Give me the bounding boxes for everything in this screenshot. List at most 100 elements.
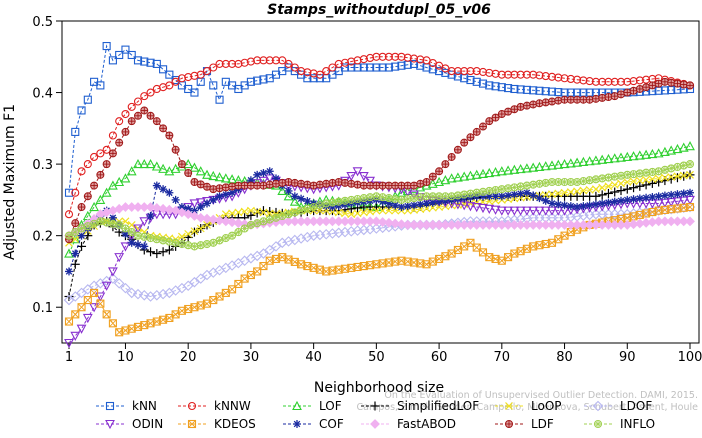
data-point-marker (510, 84, 519, 94)
data-point-marker (359, 55, 368, 64)
data-point-marker (622, 184, 632, 194)
data-point-marker (253, 207, 262, 216)
data-point-marker (64, 231, 74, 240)
data-point-marker (295, 233, 307, 244)
data-point-marker (121, 217, 130, 226)
data-point-marker (270, 241, 282, 252)
data-point-marker (585, 95, 594, 104)
data-point-marker (246, 210, 256, 220)
data-point-marker (203, 199, 211, 208)
data-point-marker (127, 221, 136, 229)
data-point-marker (672, 173, 682, 183)
data-point-marker (390, 218, 401, 229)
data-point-marker (410, 201, 418, 210)
data-point-marker (177, 160, 186, 169)
legend-label: KDEOS (214, 417, 256, 431)
data-point-marker (293, 420, 301, 428)
data-point-marker (370, 419, 380, 429)
x-tick-label: 20 (180, 350, 197, 365)
data-point-marker (347, 57, 356, 66)
data-point-marker (145, 291, 156, 302)
data-point-marker (253, 56, 262, 65)
data-point-marker (466, 133, 475, 142)
data-point-marker (547, 160, 557, 170)
data-point-marker (132, 288, 144, 300)
data-point-marker (548, 199, 556, 208)
data-point-marker (579, 95, 588, 104)
data-point-marker (240, 224, 249, 233)
data-point-marker (573, 177, 582, 187)
data-point-marker (547, 87, 557, 96)
data-point-marker (265, 209, 274, 218)
data-point-marker (554, 189, 563, 198)
x-axis-label: Neighborhood size (314, 380, 444, 396)
data-point-marker (309, 69, 318, 78)
data-point-marker (77, 241, 87, 251)
data-point-marker (497, 70, 506, 79)
data-point-marker (209, 238, 218, 247)
data-point-marker (572, 157, 583, 167)
data-point-marker (246, 57, 255, 66)
data-point-marker (171, 238, 180, 247)
data-point-marker (446, 173, 457, 183)
data-point-marker (372, 52, 381, 61)
data-point-marker (215, 59, 224, 68)
data-point-marker (95, 194, 106, 204)
data-point-marker (208, 170, 219, 181)
data-point-marker (359, 208, 368, 217)
data-point-marker (460, 190, 469, 199)
data-point-marker (195, 273, 207, 284)
data-point-marker (77, 106, 86, 115)
data-point-marker (297, 194, 306, 203)
data-point-marker (447, 192, 456, 201)
data-point-marker (604, 77, 613, 86)
data-point-marker (541, 87, 550, 96)
data-point-marker (177, 239, 186, 249)
data-point-marker (258, 176, 269, 186)
data-point-marker (189, 199, 200, 209)
data-point-marker (540, 161, 551, 171)
x-tick-label: 10 (117, 350, 134, 365)
data-point-marker (459, 171, 470, 181)
data-point-marker (610, 197, 619, 206)
data-point-marker (77, 203, 86, 212)
x-tick-label: 60 (431, 350, 448, 365)
x-tick-label: 70 (494, 350, 511, 365)
data-point-marker (654, 174, 663, 183)
data-point-marker (597, 154, 608, 164)
data-point-marker (96, 149, 105, 158)
data-point-marker (234, 228, 243, 237)
data-point-marker (353, 56, 362, 65)
data-point-marker (478, 79, 488, 88)
data-point-marker (90, 288, 99, 297)
data-point-marker (598, 183, 607, 192)
data-point-marker (264, 244, 276, 256)
data-point-marker (623, 178, 632, 186)
data-point-marker (297, 67, 306, 76)
x-tick-label: 50 (368, 350, 385, 365)
data-point-marker (220, 216, 231, 227)
data-point-marker (585, 176, 594, 185)
data-point-marker (503, 206, 514, 216)
y-tick-label: 0.3 (32, 158, 53, 173)
data-point-marker (341, 209, 349, 218)
data-point-marker (177, 232, 186, 241)
legend-label: INFLO (620, 417, 655, 431)
data-point-marker (541, 190, 550, 199)
data-point-marker (504, 191, 513, 200)
data-point-marker (240, 58, 249, 67)
data-point-marker (573, 95, 582, 104)
data-point-marker (378, 181, 387, 190)
data-point-marker (440, 175, 451, 185)
data-point-marker (196, 70, 205, 79)
data-point-marker (115, 117, 124, 126)
data-point-marker (164, 245, 174, 255)
data-point-marker (215, 192, 224, 201)
data-point-marker (541, 178, 550, 187)
legend-item-odin: ODIN (96, 417, 163, 431)
data-point-marker (591, 191, 601, 201)
data-point-marker (610, 77, 619, 86)
data-point-marker (553, 159, 564, 169)
data-point-marker (465, 170, 476, 180)
data-point-marker (96, 299, 105, 308)
